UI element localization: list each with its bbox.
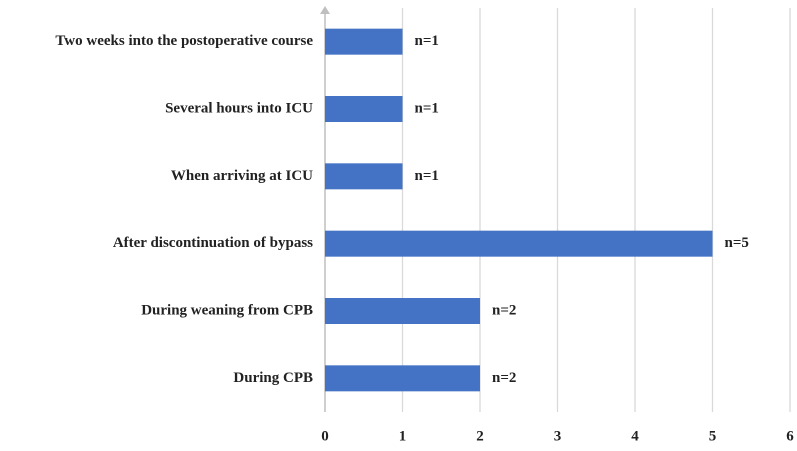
category-label: After discontinuation of bypass [113,235,313,251]
bar-2 [325,298,480,324]
bar-1 [325,365,480,392]
category-label: Two weeks into the postoperative course [55,33,313,49]
bar-6 [325,28,403,55]
data-label: n=2 [492,370,516,386]
x-tick-label: 3 [554,428,562,444]
bar-4 [325,163,403,190]
x-tick-labels: 0 1 2 3 4 5 6 [321,428,794,444]
bar-3 [325,230,713,257]
data-labels: n=2 n=2 n=5 n=1 n=1 n=1 [415,33,749,386]
data-label: n=1 [415,168,439,184]
bar-5 [325,96,403,122]
x-tick-label: 1 [399,428,407,444]
category-label: During CPB [233,370,313,386]
category-labels: During CPB During weaning from CPB After d… [55,33,313,386]
category-label: When arriving at ICU [171,168,313,184]
bars [325,28,713,392]
x-tick-label: 2 [476,428,484,444]
y-axis-arrow [320,6,330,14]
category-label: During weaning from CPB [141,302,313,318]
x-tick-label: 6 [786,428,794,444]
data-label: n=5 [725,235,749,251]
gridlines [401,8,791,412]
x-tick-label: 0 [321,428,329,444]
x-tick-label: 4 [631,428,639,444]
category-label: Several hours into ICU [165,100,313,116]
data-label: n=2 [492,302,516,318]
y-axis [320,6,330,412]
data-label: n=1 [415,100,439,116]
data-label: n=1 [415,33,439,49]
x-tick-label: 5 [709,428,717,444]
